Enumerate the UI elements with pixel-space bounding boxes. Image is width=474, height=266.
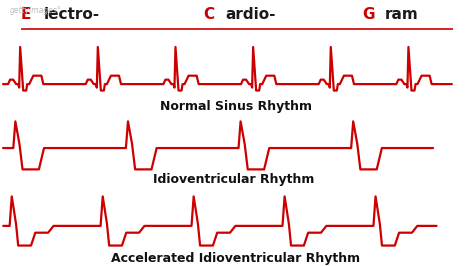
Text: ardio-: ardio- [226,7,276,22]
Text: Normal Sinus Rhythm: Normal Sinus Rhythm [160,100,312,113]
Text: G: G [362,7,374,22]
Text: E: E [21,7,31,22]
Text: lectro-: lectro- [44,7,100,22]
Text: Idioventricular Rhythm: Idioventricular Rhythm [153,173,314,186]
Text: Accelerated Idioventricular Rhythm: Accelerated Idioventricular Rhythm [111,252,361,265]
Text: C: C [203,7,214,22]
Text: gettyimages°: gettyimages° [9,6,61,15]
Text: ram: ram [385,7,419,22]
